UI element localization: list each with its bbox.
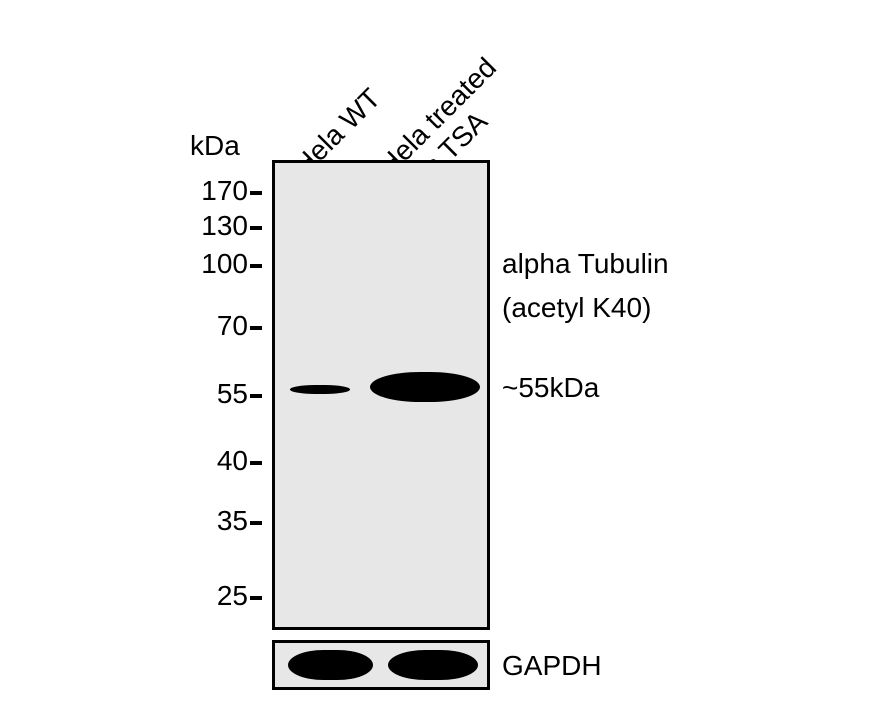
observed-mw-label: ~55kDa <box>502 372 599 404</box>
mw-tick <box>250 264 262 268</box>
western-blot-figure: { "figure": { "type": "western-blot", "b… <box>0 0 888 711</box>
band-lane2-gapdh <box>388 650 478 680</box>
band-lane2-tubulin <box>370 372 480 402</box>
mw-label: 55 <box>188 378 248 410</box>
mw-tick <box>250 461 262 465</box>
mw-tick <box>250 596 262 600</box>
mw-label: 70 <box>188 310 248 342</box>
kda-header: kDa <box>190 130 240 162</box>
target-label-line2: (acetyl K40) <box>502 292 651 324</box>
mw-tick <box>250 226 262 230</box>
target-label-line1: alpha Tubulin <box>502 248 669 280</box>
mw-tick <box>250 521 262 525</box>
mw-label: 25 <box>188 580 248 612</box>
mw-label: 100 <box>188 248 248 280</box>
mw-label: 40 <box>188 445 248 477</box>
band-lane1-gapdh <box>288 650 373 680</box>
band-lane1-tubulin <box>290 385 350 394</box>
mw-label: 170 <box>188 175 248 207</box>
mw-tick <box>250 191 262 195</box>
loading-control-label: GAPDH <box>502 650 602 682</box>
mw-label: 130 <box>188 210 248 242</box>
mw-label: 35 <box>188 505 248 537</box>
mw-tick <box>250 326 262 330</box>
mw-tick <box>250 394 262 398</box>
